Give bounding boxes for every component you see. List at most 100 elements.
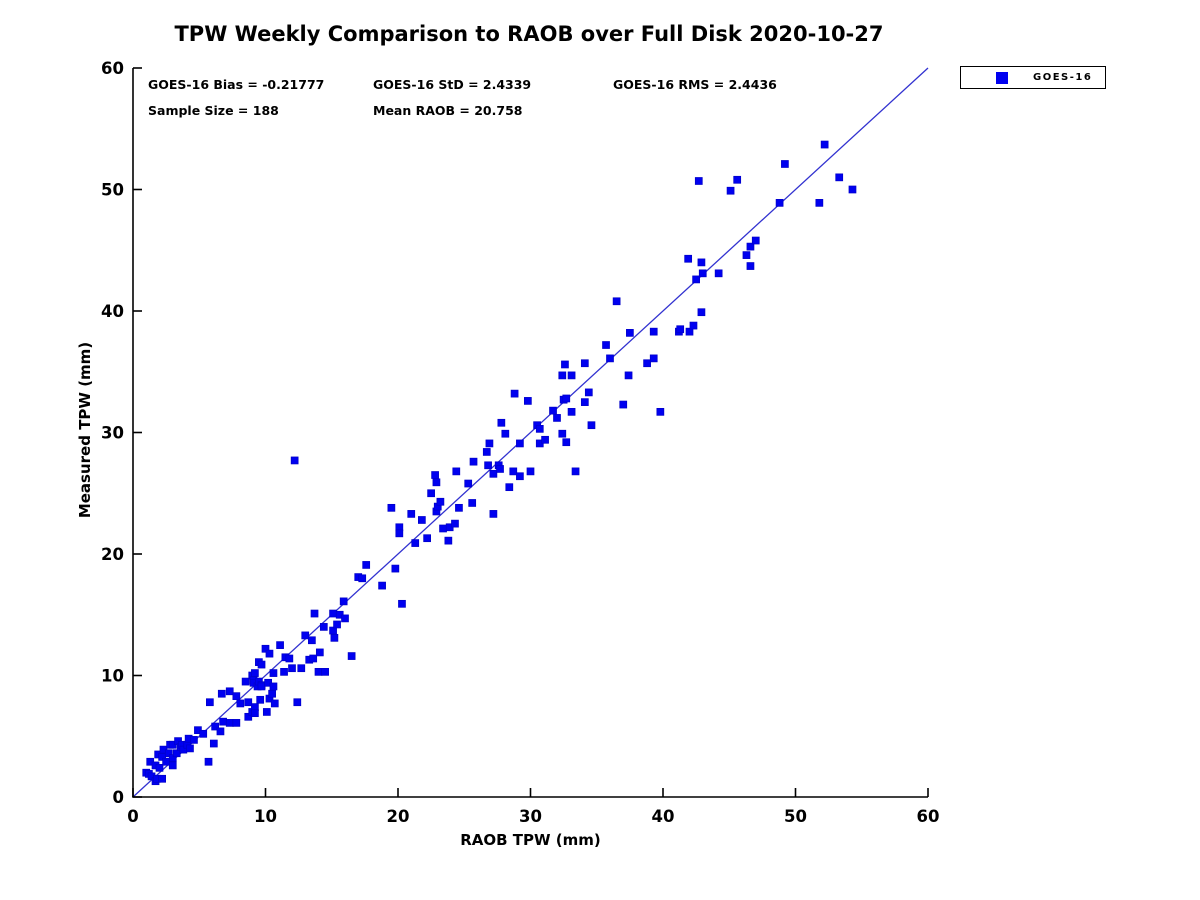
data-point — [562, 438, 571, 447]
data-point — [781, 160, 789, 168]
reference-line — [132, 67, 929, 798]
data-point — [535, 425, 544, 433]
data-point — [567, 371, 576, 380]
stat-mean-raob: Mean RAOB = 20.758 — [373, 103, 523, 118]
y-tick-label: 0 — [113, 788, 124, 807]
data-point — [697, 308, 706, 317]
legend-square-marker-icon — [996, 71, 1008, 84]
data-point — [204, 757, 213, 766]
data-point — [270, 699, 279, 708]
data-point — [489, 469, 498, 478]
data-point — [268, 689, 276, 698]
data-point — [427, 489, 435, 498]
data-point — [158, 774, 166, 783]
data-point — [558, 371, 567, 380]
data-point — [775, 199, 784, 207]
data-point — [265, 649, 274, 658]
data-point — [624, 371, 633, 380]
data-point — [694, 177, 703, 185]
data-point — [431, 471, 439, 479]
data-point — [602, 341, 610, 349]
y-tick-label: 50 — [101, 181, 124, 200]
data-point — [643, 359, 651, 368]
data-point — [619, 400, 628, 409]
data-point — [407, 510, 416, 518]
chart-title: TPW Weekly Comparison to RAOB over Full … — [174, 22, 884, 46]
data-point — [269, 669, 278, 677]
data-point — [164, 749, 173, 758]
data-point — [649, 327, 658, 336]
data-point — [742, 251, 751, 259]
data-point — [733, 175, 742, 184]
data-point — [347, 652, 356, 660]
y-tick-label: 20 — [101, 545, 124, 564]
data-point — [523, 397, 532, 405]
data-point — [656, 407, 665, 416]
data-point — [308, 636, 316, 645]
data-point — [501, 429, 510, 438]
data-point — [398, 599, 406, 608]
data-point — [232, 692, 241, 701]
legend-series-label: GOES-16 — [1033, 72, 1093, 83]
stat-std: GOES-16 StD = 2.4339 — [373, 77, 532, 92]
data-point — [162, 757, 170, 766]
data-point — [321, 668, 329, 676]
y-tick-label: 30 — [101, 424, 124, 443]
stat-sample-size: Sample Size = 188 — [148, 103, 279, 118]
data-point — [219, 717, 227, 726]
data-point — [510, 389, 519, 398]
legend: GOES-16 — [960, 66, 1106, 89]
data-point — [580, 359, 589, 368]
data-point — [269, 682, 278, 691]
y-axis-label: Measured TPW (mm) — [76, 341, 94, 519]
data-point — [698, 269, 707, 278]
data-point — [606, 354, 614, 363]
data-point — [553, 414, 561, 422]
stat-rms: GOES-16 RMS = 2.4436 — [613, 77, 777, 92]
x-tick-label: 30 — [519, 807, 542, 826]
data-point — [815, 199, 824, 207]
data-point — [186, 744, 194, 753]
x-tick-label: 20 — [387, 807, 410, 826]
data-point — [262, 708, 271, 716]
data-point — [626, 329, 634, 337]
data-point — [297, 664, 306, 673]
data-point — [848, 185, 857, 194]
data-point — [726, 186, 735, 195]
data-point — [276, 641, 284, 649]
data-point — [209, 739, 218, 748]
data-point — [301, 631, 310, 640]
data-point — [190, 736, 198, 744]
data-point — [436, 497, 445, 506]
data-point — [211, 722, 219, 731]
data-point — [411, 539, 420, 547]
data-point — [497, 418, 506, 427]
data-point — [558, 429, 567, 438]
data-point — [439, 524, 447, 533]
data-point — [509, 467, 518, 476]
data-point — [216, 727, 225, 736]
data-point — [206, 698, 214, 707]
data-point — [455, 503, 463, 512]
data-point — [451, 519, 459, 528]
y-tick-label: 40 — [101, 302, 124, 321]
data-point — [378, 581, 386, 590]
data-point — [820, 140, 829, 149]
data-point — [362, 561, 371, 569]
data-point — [484, 461, 492, 470]
x-tick-label: 60 — [917, 807, 940, 826]
data-point — [649, 354, 658, 363]
data-point — [168, 761, 177, 770]
data-point — [689, 321, 698, 330]
data-point — [746, 262, 755, 270]
data-point — [285, 654, 294, 663]
x-tick-label: 0 — [127, 807, 138, 826]
data-point — [746, 242, 755, 251]
data-point — [692, 275, 700, 284]
data-point — [444, 536, 453, 545]
data-point — [314, 668, 323, 676]
data-point — [452, 467, 461, 476]
stat-bias: GOES-16 Bias = -0.21777 — [148, 77, 325, 92]
